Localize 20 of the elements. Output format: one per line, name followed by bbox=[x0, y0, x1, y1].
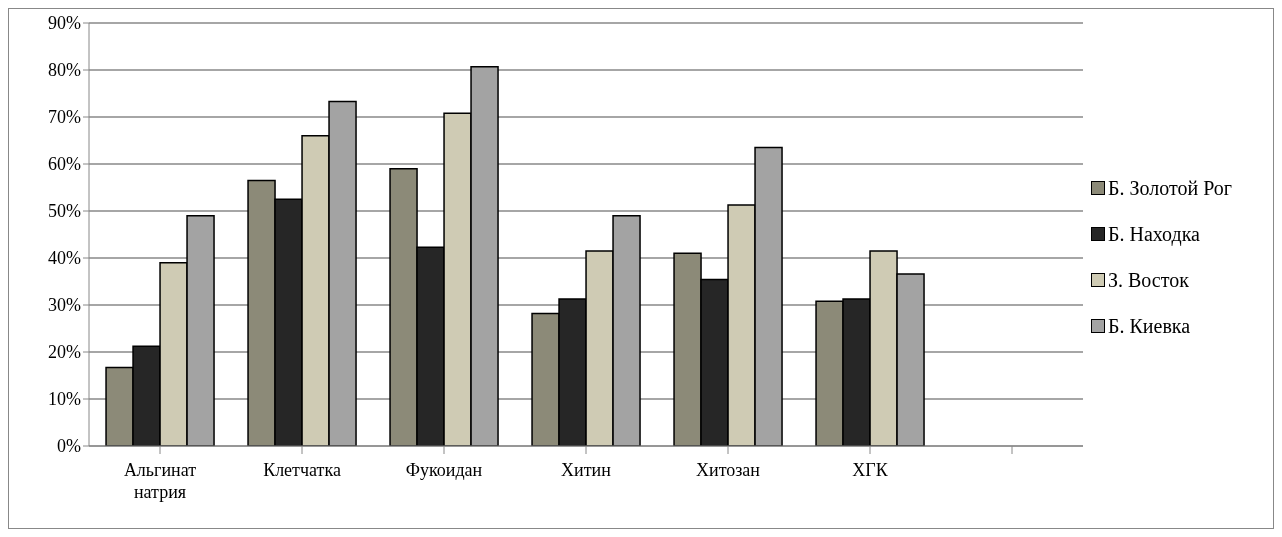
y-tick-label: 40% bbox=[48, 248, 81, 269]
x-tick-label: ХГК bbox=[852, 460, 889, 480]
x-tick-label: Фукоидан bbox=[405, 460, 483, 480]
legend-label: Б. Киевка bbox=[1108, 313, 1191, 338]
y-tick-label: 60% bbox=[48, 154, 81, 175]
y-tick-label: 70% bbox=[48, 107, 81, 128]
y-tick-label: 90% bbox=[48, 13, 81, 34]
y-tick-label: 0% bbox=[57, 436, 81, 457]
y-tick-label: 20% bbox=[48, 342, 81, 363]
legend-label: Б. Находка bbox=[1108, 221, 1200, 246]
y-tick-label: 10% bbox=[48, 389, 81, 410]
x-tick-label: Клетчатка bbox=[263, 460, 341, 480]
x-tick-label: Альгинат натрия bbox=[123, 460, 197, 502]
y-tick-label: 50% bbox=[48, 201, 81, 222]
x-tick-label: Хитин bbox=[561, 460, 612, 480]
y-tick-label: 30% bbox=[48, 295, 81, 316]
legend-label: З. Восток bbox=[1108, 267, 1189, 292]
y-tick-label: 80% bbox=[48, 60, 81, 81]
x-tick-label: Хитозан bbox=[696, 460, 761, 480]
legend-label: Б. Золотой Рог bbox=[1108, 175, 1232, 200]
